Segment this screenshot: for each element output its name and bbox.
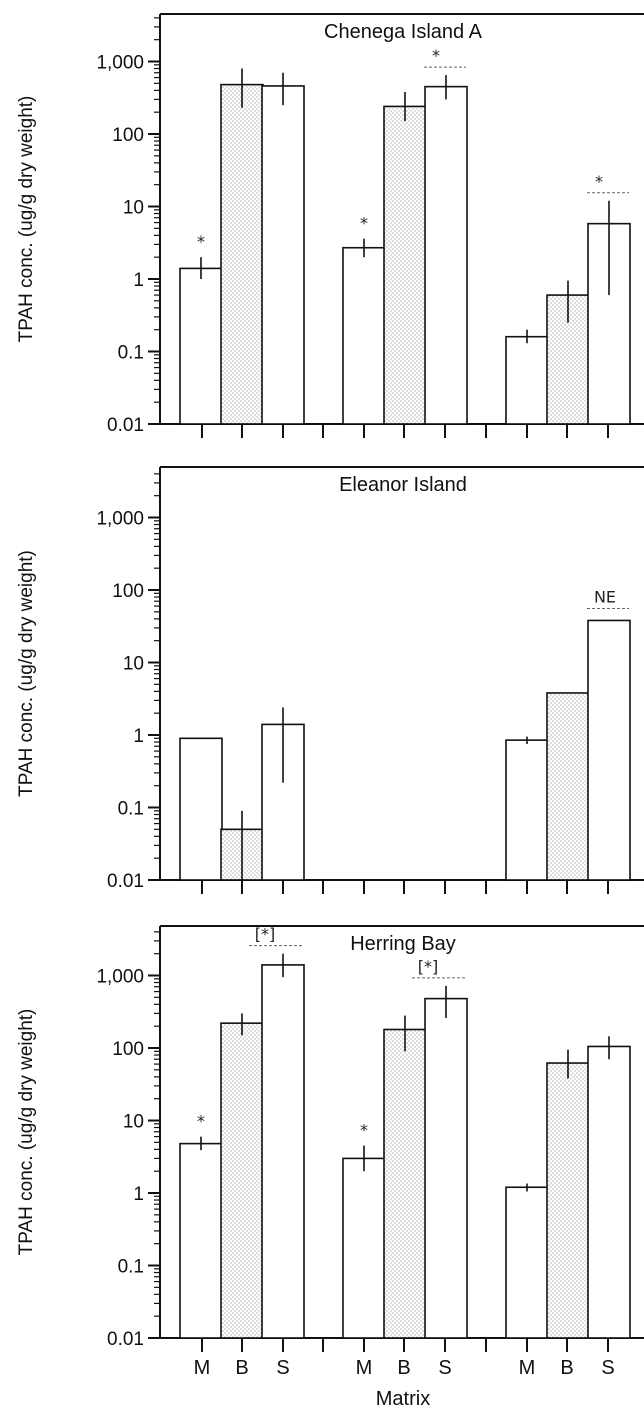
x-category-label: M <box>194 1357 211 1379</box>
x-category-label: S <box>601 1357 614 1379</box>
bar <box>342 1157 386 1339</box>
bar <box>587 619 631 881</box>
bar <box>383 105 427 425</box>
y-axis-label: TPAH conc. (ug/g dry weight) <box>16 1009 37 1256</box>
y-tick-label: 1 <box>133 726 144 747</box>
chart-panel: 0.01 0.1 1 10 100 1,000 TPAH conc. (ug/g dry w… <box>16 925 644 1379</box>
bar <box>383 1028 427 1339</box>
y-axis-label: TPAH conc. (ug/g dry weight) <box>16 550 37 797</box>
bar <box>587 1045 631 1339</box>
bar <box>220 83 264 425</box>
y-tick-label: 10 <box>123 198 144 219</box>
panel-title: Chenega Island A <box>324 21 483 43</box>
panel-title: Eleanor Island <box>339 474 467 496</box>
significance-star: * <box>197 1112 205 1131</box>
x-category-label: B <box>560 1357 573 1379</box>
x-axis-label: Matrix <box>376 1388 430 1410</box>
significance-star: * <box>360 214 368 233</box>
y-tick-label: 1,000 <box>96 967 144 988</box>
y-tick-label: 100 <box>112 581 144 602</box>
significance-bracket-star: [*] <box>418 957 438 976</box>
y-tick-label: 1 <box>133 270 144 291</box>
bar <box>546 692 590 881</box>
bar <box>424 85 468 425</box>
significance-bracket-star: [*] <box>255 925 275 944</box>
y-tick-label: 0.1 <box>118 1257 144 1278</box>
chart-panel: 0.01 0.1 1 10 100 1,000 TPAH conc. (ug/g dry w… <box>16 466 644 894</box>
significance-star: * <box>432 46 440 65</box>
y-tick-label: 10 <box>123 654 144 675</box>
significance-star: * <box>197 232 205 251</box>
x-category-label: S <box>438 1357 451 1379</box>
y-tick-label: 100 <box>112 1039 144 1060</box>
bar <box>179 1142 223 1339</box>
bar <box>505 739 549 881</box>
y-tick-label: 1 <box>133 1184 144 1205</box>
panel-title: Herring Bay <box>350 933 456 955</box>
x-category-label: B <box>397 1357 410 1379</box>
x-category-label: B <box>235 1357 248 1379</box>
y-tick-label: 0.01 <box>107 415 144 436</box>
y-tick-label: 100 <box>112 125 144 146</box>
significance-star: * <box>595 172 603 191</box>
bar <box>179 737 223 881</box>
bar <box>261 85 305 425</box>
bar <box>424 997 468 1339</box>
bar <box>261 964 305 1339</box>
bar <box>546 1062 590 1339</box>
chart-panel: 0.01 0.1 1 10 100 1,000 TPAH conc. (ug/g dry w… <box>16 13 644 438</box>
y-tick-label: 10 <box>123 1112 144 1133</box>
y-tick-label: 1,000 <box>96 53 144 74</box>
y-tick-label: 1,000 <box>96 509 144 530</box>
x-category-label: M <box>519 1357 536 1379</box>
y-tick-label: 0.1 <box>118 799 144 820</box>
y-tick-label: 0.01 <box>107 1329 144 1350</box>
bar <box>505 335 549 425</box>
y-tick-label: 0.01 <box>107 871 144 892</box>
y-axis-label: TPAH conc. (ug/g dry weight) <box>16 96 37 343</box>
bar <box>505 1186 549 1339</box>
bar <box>220 1022 264 1339</box>
x-category-label: M <box>356 1357 373 1379</box>
y-tick-label: 0.1 <box>118 343 144 364</box>
x-category-label: S <box>276 1357 289 1379</box>
bar <box>179 267 223 425</box>
annotation-label: NE <box>594 587 616 606</box>
significance-star: * <box>360 1121 368 1140</box>
bar <box>342 246 386 425</box>
